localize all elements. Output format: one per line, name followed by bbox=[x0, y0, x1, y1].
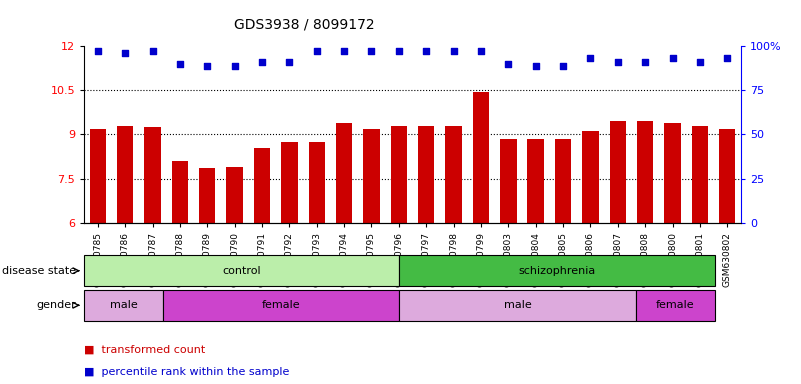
Point bbox=[666, 55, 679, 61]
Point bbox=[420, 48, 433, 55]
Point bbox=[557, 63, 570, 69]
Point bbox=[611, 59, 624, 65]
Bar bbox=[171, 161, 188, 223]
Bar bbox=[418, 126, 434, 223]
Bar bbox=[719, 129, 735, 223]
Point bbox=[584, 55, 597, 61]
Point bbox=[447, 48, 460, 55]
Bar bbox=[363, 129, 380, 223]
Bar bbox=[336, 122, 352, 223]
Bar bbox=[692, 126, 708, 223]
Bar bbox=[445, 126, 461, 223]
Bar bbox=[254, 147, 270, 223]
Bar bbox=[582, 131, 598, 223]
Bar bbox=[473, 92, 489, 223]
Bar bbox=[144, 127, 161, 223]
Point bbox=[529, 63, 542, 69]
Point bbox=[146, 48, 159, 55]
Point bbox=[256, 59, 268, 65]
Point bbox=[119, 50, 131, 56]
Bar bbox=[281, 142, 298, 223]
Point bbox=[91, 48, 104, 55]
Text: GDS3938 / 8099172: GDS3938 / 8099172 bbox=[234, 17, 375, 31]
Point bbox=[228, 63, 241, 69]
Bar bbox=[527, 139, 544, 223]
Text: disease state: disease state bbox=[2, 266, 76, 276]
Point bbox=[365, 48, 378, 55]
Point bbox=[502, 61, 515, 67]
Bar bbox=[227, 167, 243, 223]
Bar bbox=[117, 126, 133, 223]
Point bbox=[174, 61, 187, 67]
Point bbox=[474, 48, 487, 55]
Text: female: female bbox=[262, 300, 300, 310]
Text: male: male bbox=[110, 300, 138, 310]
Point bbox=[638, 59, 651, 65]
Bar bbox=[308, 142, 325, 223]
Point bbox=[201, 63, 214, 69]
Point bbox=[721, 55, 734, 61]
Bar bbox=[500, 139, 517, 223]
Point bbox=[694, 59, 706, 65]
Bar bbox=[199, 168, 215, 223]
Bar bbox=[637, 121, 654, 223]
Bar bbox=[610, 121, 626, 223]
Point bbox=[310, 48, 323, 55]
Bar bbox=[90, 129, 106, 223]
Text: female: female bbox=[656, 300, 694, 310]
Text: gender: gender bbox=[36, 300, 76, 310]
Text: ■  percentile rank within the sample: ■ percentile rank within the sample bbox=[84, 367, 289, 377]
Text: ■  transformed count: ■ transformed count bbox=[84, 344, 205, 354]
Text: control: control bbox=[223, 266, 261, 276]
Point bbox=[392, 48, 405, 55]
Text: schizophrenia: schizophrenia bbox=[518, 266, 596, 276]
Text: male: male bbox=[504, 300, 532, 310]
Point bbox=[283, 59, 296, 65]
Bar bbox=[391, 126, 407, 223]
Point bbox=[338, 48, 351, 55]
Bar bbox=[664, 122, 681, 223]
Bar bbox=[555, 139, 571, 223]
